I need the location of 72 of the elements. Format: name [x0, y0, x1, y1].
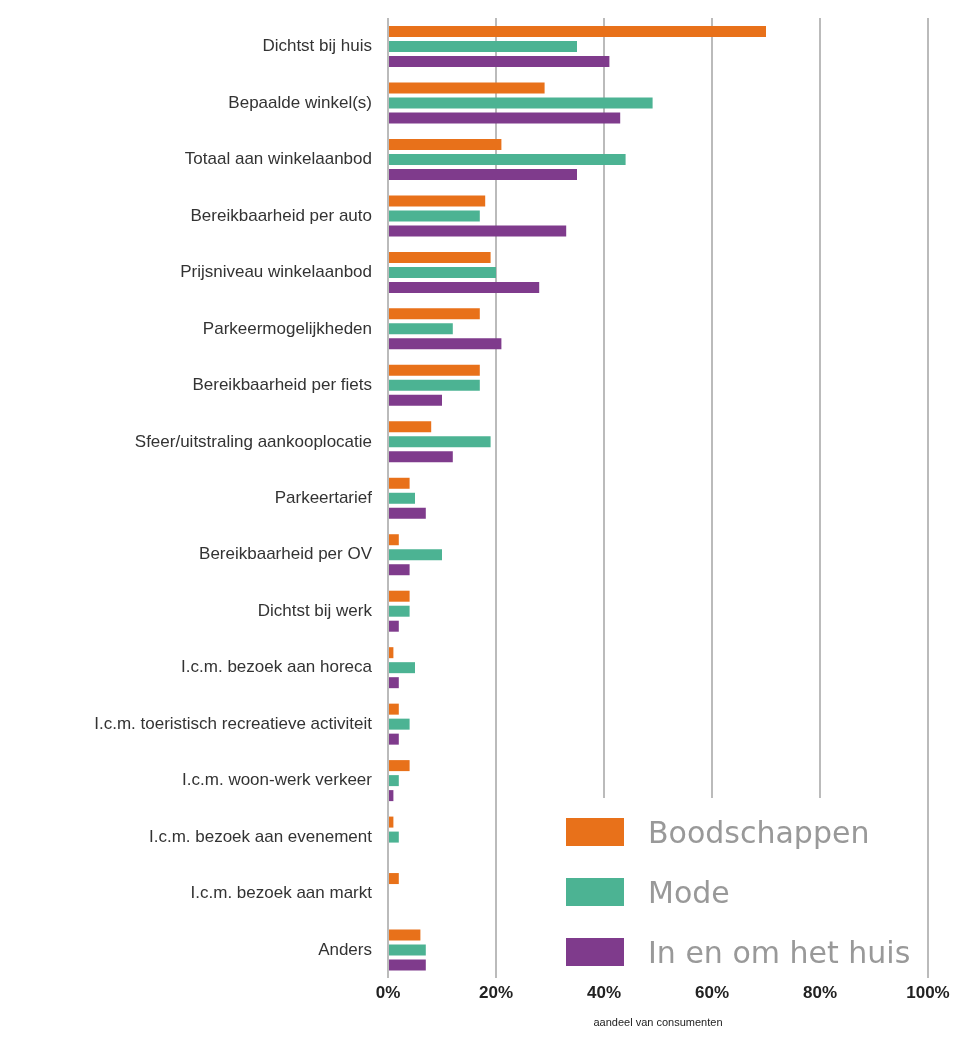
bar [388, 944, 426, 956]
bar [388, 677, 399, 689]
bar [388, 507, 426, 519]
bar [388, 492, 415, 504]
y-tick-label: Bepaalde winkel(s) [228, 92, 372, 112]
bar [388, 308, 480, 320]
y-tick-label: Dichtst bij werk [257, 600, 373, 620]
x-tick-label: 20% [478, 983, 514, 1003]
x-tick-label: 80% [802, 983, 838, 1003]
bar [388, 195, 486, 207]
bar [388, 775, 399, 787]
y-tick-label: I.c.m. bezoek aan evenement [148, 826, 373, 846]
bar [388, 323, 453, 335]
bar [388, 590, 410, 602]
x-tick-label: 0% [375, 983, 401, 1003]
bar [388, 168, 577, 180]
bar [388, 605, 410, 617]
bar [388, 733, 399, 745]
bar [388, 364, 480, 376]
bar [388, 959, 426, 971]
bar [388, 718, 410, 730]
bar [388, 394, 442, 406]
x-axis-title: aandeel van consumenten [593, 1016, 723, 1028]
bar [388, 873, 399, 885]
bar [388, 338, 502, 350]
y-tick-label: Parkeermogelijkheden [202, 318, 372, 338]
bar [388, 451, 453, 463]
y-tick-label: Prijsniveau winkelaanbod [180, 262, 372, 282]
y-tick-label: Bereikbaarheid per OV [199, 544, 373, 564]
x-tick-label: 100% [906, 983, 950, 1003]
bar [388, 97, 653, 109]
bar [388, 421, 432, 433]
bar [388, 41, 577, 52]
bar [388, 225, 567, 237]
legend-label: In en om het huis [648, 934, 911, 970]
bar [388, 703, 399, 715]
bar [388, 266, 496, 278]
legend-label: Boodschappen [648, 814, 870, 850]
bar [388, 662, 415, 674]
bar [388, 153, 626, 165]
bar [388, 251, 491, 263]
bar [388, 549, 442, 561]
bar [388, 281, 540, 293]
bar [388, 210, 480, 222]
y-tick-label: I.c.m. bezoek aan horeca [181, 657, 373, 677]
y-tick-label: Anders [318, 939, 372, 959]
y-tick-label: Dichtst bij huis [262, 36, 372, 56]
y-tick-label: Bereikbaarheid per auto [190, 205, 372, 225]
y-tick-label: I.c.m. toeristisch recreatieve activiteit [94, 713, 373, 733]
y-tick-label: I.c.m. bezoek aan markt [190, 883, 373, 903]
y-tick-label: Totaal aan winkelaanbod [184, 149, 372, 169]
bar [388, 760, 410, 772]
legend-label: Mode [648, 874, 730, 910]
x-tick-label: 60% [694, 983, 730, 1003]
y-tick-label: Parkeertarief [274, 488, 373, 507]
bar [388, 534, 399, 546]
bar [388, 831, 399, 843]
x-tick-label: 40% [586, 983, 622, 1003]
bar [388, 56, 610, 67]
bar [388, 138, 502, 150]
bar [388, 564, 410, 576]
y-tick-label: I.c.m. woon-werk verkeer [182, 770, 373, 790]
bar [388, 477, 410, 489]
bar [388, 379, 480, 391]
bar [388, 82, 545, 94]
y-tick-label: Sfeer/uitstraling aankooplocatie [134, 431, 372, 451]
bar [388, 929, 421, 941]
bar [388, 112, 621, 124]
bar [388, 436, 491, 448]
y-tick-label: Bereikbaarheid per fiets [192, 375, 372, 395]
bar [388, 620, 399, 632]
bar [388, 26, 766, 37]
